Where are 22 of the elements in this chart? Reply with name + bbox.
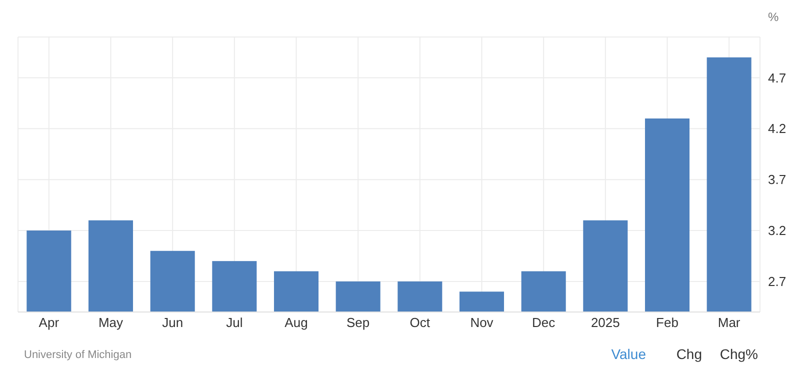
x-tick-label: 2025 (590, 315, 620, 330)
y-axis-title: % (768, 10, 779, 24)
text: University of Michigan (24, 349, 132, 361)
text: Value (611, 346, 646, 362)
x-tick-label: Apr (38, 315, 60, 330)
text: Chg% (720, 346, 758, 362)
x-tick-label: Nov (470, 315, 494, 330)
x-tick-label: Mar (718, 315, 741, 330)
x-tick-label: May (98, 315, 124, 330)
y-tick-label: 4.7 (768, 70, 786, 86)
x-tick-label: Oct (410, 315, 430, 330)
y-tick-label: 2.7 (768, 274, 786, 289)
x-tick-label: Jul (226, 315, 243, 330)
y-tick-label: 4.2 (768, 121, 786, 136)
x-tick-label: Dec (532, 315, 556, 330)
x-tick-label: Sep (346, 315, 370, 330)
x-tick-label: Jun (162, 315, 184, 330)
y-tick-label: 3.2 (768, 223, 786, 238)
x-tick-label: Aug (284, 315, 308, 330)
text: Chg (676, 346, 702, 362)
x-tick-label: Feb (656, 315, 678, 330)
y-tick-label: 3.7 (768, 172, 786, 188)
